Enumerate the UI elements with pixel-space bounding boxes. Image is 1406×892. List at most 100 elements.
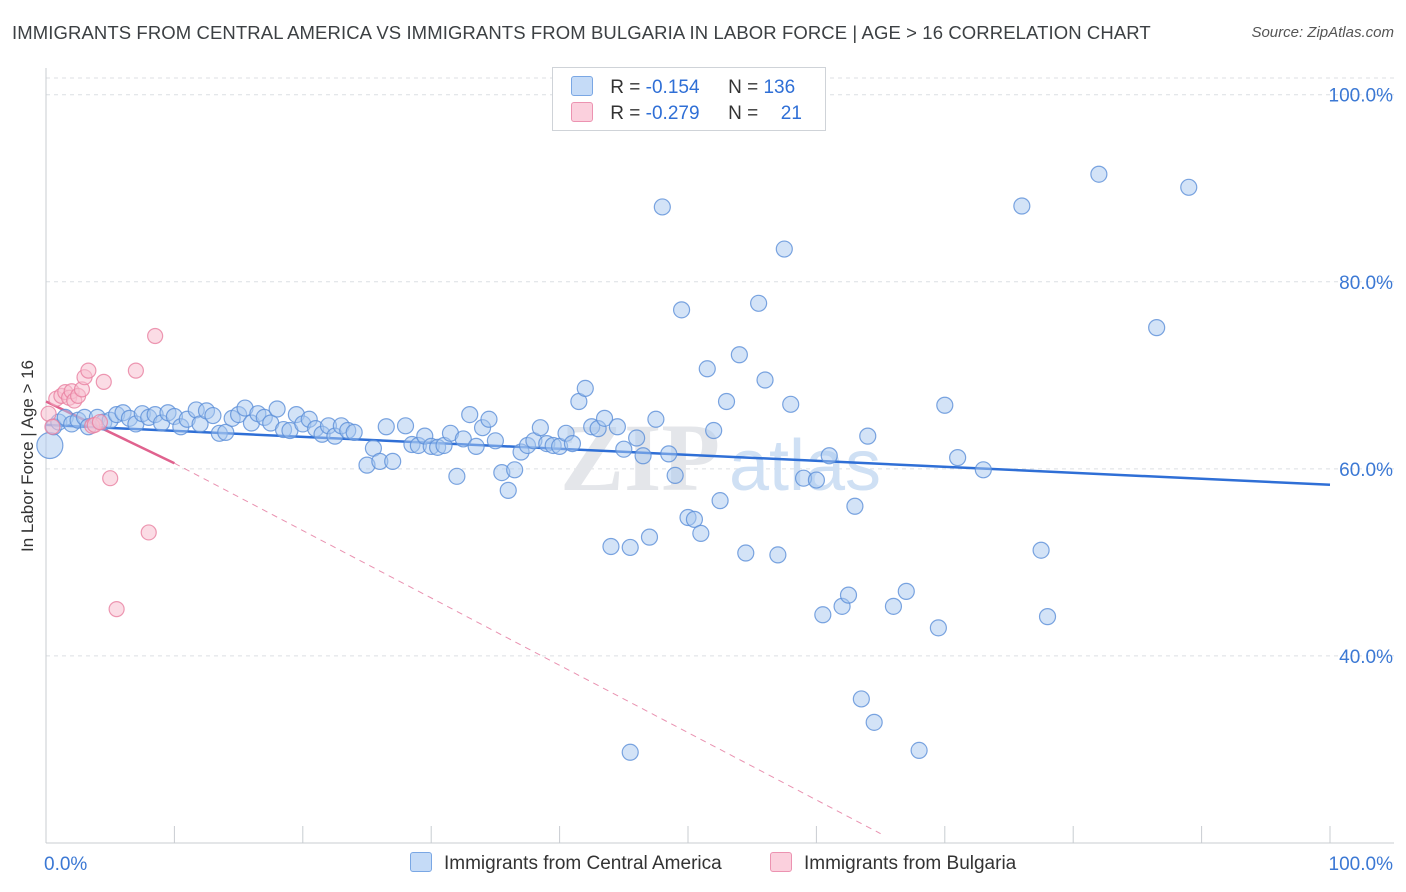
point-central-america [730,346,748,364]
point-central-america [974,461,992,479]
point-central-america [666,466,684,485]
point-central-america [737,544,755,562]
y-axis-label: In Labor Force | Age > 16 [18,359,37,553]
point-central-america [563,434,582,453]
point-central-america [1032,541,1050,559]
source-label: Source: ZipAtlas.com [1251,24,1394,41]
y-tick-label: 60.0% [1339,460,1393,481]
point-central-america [756,371,774,389]
point-bulgaria [147,327,164,345]
chart-title: IMMIGRANTS FROM CENTRAL AMERICA VS IMMIG… [12,22,1151,43]
y-tick-label: 80.0% [1339,273,1393,294]
bottom-legend-label: Immigrants from Bulgaria [804,853,1017,874]
point-bulgaria [95,373,112,390]
point-central-america [884,597,903,615]
trend-line-bulgaria-extrapolated [174,462,881,835]
point-central-america [217,423,235,441]
point-central-america [846,497,864,515]
point-central-america [1038,608,1057,626]
point-central-america [685,510,704,528]
point-central-america [807,471,826,489]
legend-swatch-blue [571,76,593,96]
data-points [36,165,1198,761]
y-tick-label: 100.0% [1329,86,1394,107]
point-central-america [1180,178,1198,196]
point-central-america [621,538,639,557]
point-central-america [36,431,64,460]
legend-n-value: 136 [763,77,796,98]
legend-n-label: N = [728,77,764,98]
point-central-america [486,432,504,450]
point-central-america [448,467,466,485]
point-central-america [936,396,954,414]
tick-labels: 40.0% 60.0% 80.0% 100.0% 0.0% 100.0% [44,86,1393,875]
point-bulgaria [127,362,144,379]
bottom-legend-central-america: Immigrants from Central America [410,852,722,875]
point-central-america [775,240,793,258]
bottom-legend-swatch-blue [410,852,432,872]
trend-line-central-america [45,423,1331,487]
legend-row-central-america: R = -0.154 N = 136 [571,76,795,100]
point-central-america [204,406,222,425]
point-central-america [839,586,858,604]
legend-r-label: R = [610,77,646,98]
point-central-america [634,447,652,465]
point-central-america [717,392,736,411]
legend-r-value: -0.279 [645,103,700,124]
point-bulgaria [102,470,119,487]
point-central-america [1013,197,1031,215]
point-central-america [268,400,286,418]
point-central-america [345,423,363,441]
point-central-america [602,537,620,556]
point-central-america [454,430,472,448]
point-central-america [506,461,524,479]
point-central-america [692,524,710,542]
point-central-america [647,410,665,428]
bottom-legend-swatch-pink [770,852,792,872]
point-central-america [698,360,716,378]
point-central-america [910,741,928,759]
point-bulgaria [140,524,157,541]
point-central-america [461,406,479,424]
point-central-america [653,198,671,216]
y-tick-label: 40.0% [1339,647,1393,668]
point-central-america [499,481,517,499]
legend-n-value: 21 [780,103,802,124]
correlation-legend: R = -0.154 N = 136 R = -0.279 N = 21 [552,67,826,131]
watermark-atlas: atlas [729,426,881,506]
point-bulgaria [44,418,61,435]
bottom-legend-bulgaria: Immigrants from Bulgaria [770,852,1016,875]
point-central-america [750,294,768,312]
point-central-america [711,492,729,510]
x-tick-label: 0.0% [44,854,87,875]
point-central-america [615,440,633,458]
bottom-legend-label: Immigrants from Central America [444,853,722,874]
legend-r-value: -0.154 [645,77,700,98]
point-central-america [852,690,870,708]
point-bulgaria [91,413,109,431]
point-central-america [608,418,626,436]
point-central-america [859,427,877,445]
point-central-america [576,379,594,398]
point-central-america [621,743,639,761]
point-central-america [377,418,395,436]
point-central-america [672,301,691,319]
point-central-america [660,445,678,463]
x-tick-label: 100.0% [1329,854,1394,875]
legend-r-label: R = [610,103,646,124]
point-central-america [595,409,614,427]
legend-swatch-pink [571,102,593,122]
point-central-america [1148,319,1166,337]
point-central-america [865,713,883,731]
point-central-america [396,417,415,435]
point-central-america [949,449,967,467]
point-central-america [814,606,832,624]
point-bulgaria [80,362,97,379]
point-central-america [384,452,402,470]
point-central-america [820,447,838,465]
point-bulgaria [108,601,125,618]
point-central-america [705,421,723,440]
point-central-america [628,429,646,447]
point-central-america [531,419,549,437]
